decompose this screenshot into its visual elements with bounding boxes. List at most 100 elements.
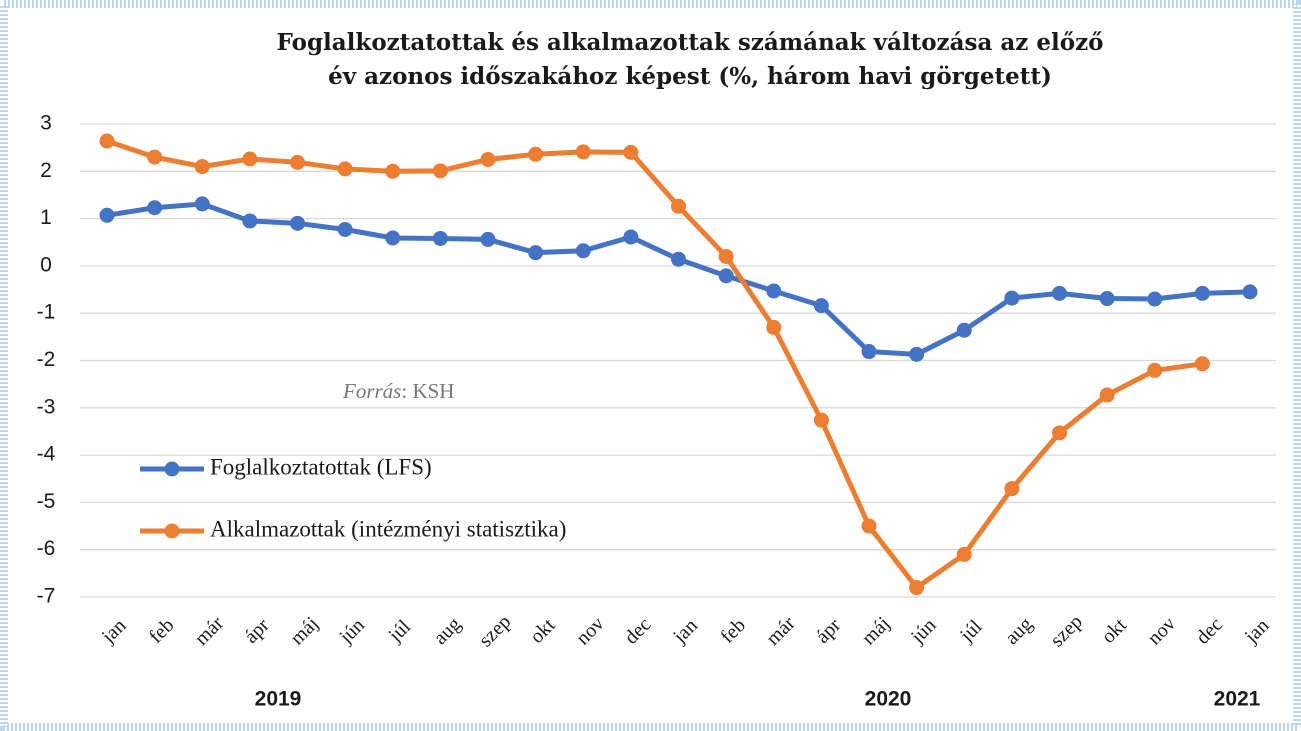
marker	[528, 245, 544, 261]
source-label: Forrás	[342, 379, 401, 403]
marker	[671, 198, 686, 214]
y-tick-label: 2	[40, 159, 52, 182]
marker	[242, 213, 258, 229]
marker	[147, 149, 163, 165]
y-tick-label: -4	[37, 443, 56, 466]
source: Forrás: KSH	[342, 379, 454, 403]
legend-label: Foglalkoztatottak (LFS)	[210, 454, 432, 479]
source-text: : KSH	[401, 379, 454, 403]
marker	[99, 207, 115, 223]
x-tick-label: okt	[1097, 614, 1131, 648]
year-label: 2019	[255, 688, 302, 711]
marker	[1147, 362, 1163, 378]
marker	[718, 248, 734, 264]
x-tick-label: jan	[668, 615, 702, 649]
series-line	[106, 138, 1203, 591]
marker	[385, 163, 401, 179]
marker	[290, 215, 305, 231]
y-tick-label: -2	[37, 348, 56, 371]
x-tick-label: jún	[906, 614, 940, 648]
legend-marker	[164, 461, 180, 477]
marker	[909, 580, 925, 596]
x-tick-label: aug	[1001, 613, 1037, 649]
marker	[909, 346, 925, 362]
y-tick-label: 3	[40, 112, 52, 135]
marker	[337, 161, 353, 177]
x-tick-label: aug	[429, 613, 465, 649]
x-tick-label: jún	[335, 614, 369, 648]
marker	[1004, 290, 1020, 306]
y-tick-label: -1	[37, 301, 56, 324]
x-tick-label: szep	[1046, 611, 1087, 652]
x-tick-label: máj	[858, 613, 895, 650]
x-tick-label: szep	[475, 611, 516, 652]
x-tick-label: máj	[286, 613, 323, 650]
x-tick-label: már	[762, 612, 800, 650]
marker	[861, 344, 877, 360]
marker	[337, 221, 353, 237]
x-tick-label: júl	[384, 615, 416, 647]
chart-title: Foglalkoztatottak és alkalmazottak számá…	[277, 29, 1104, 56]
x-tick-label: dec	[620, 613, 655, 648]
marker	[385, 230, 401, 246]
marker	[1147, 291, 1163, 307]
x-tick-label: feb	[145, 614, 179, 648]
marker	[480, 151, 496, 167]
x-tick-label: júl	[955, 615, 987, 647]
marker	[99, 133, 115, 149]
x-tick-label: ápr	[240, 614, 274, 648]
marker	[1194, 285, 1210, 301]
year-label: 2021	[1214, 688, 1261, 711]
y-tick-label: -3	[37, 395, 56, 418]
marker	[1194, 356, 1210, 372]
y-tick-label: -7	[37, 585, 56, 608]
marker	[575, 243, 591, 259]
marker	[147, 200, 163, 216]
marker	[1004, 481, 1020, 497]
chart-title: év azonos időszakához képest (%, három h…	[328, 63, 1052, 90]
marker	[861, 518, 877, 534]
marker	[766, 283, 782, 299]
y-tick-label: 0	[40, 253, 52, 276]
marker	[956, 546, 972, 562]
marker	[718, 268, 734, 284]
x-tick-label: jan	[1240, 615, 1274, 649]
marker	[671, 251, 686, 267]
marker	[575, 144, 591, 160]
x-tick-label: feb	[716, 614, 750, 648]
marker	[528, 146, 544, 162]
x-tick-label: nov	[572, 613, 609, 650]
x-tick-label: okt	[526, 614, 560, 648]
marker	[623, 144, 639, 160]
x-tick-label: már	[190, 612, 228, 650]
marker	[1099, 387, 1115, 403]
legend-label: Alkalmazottak (intézményi statisztika)	[210, 516, 566, 541]
y-tick-label: -6	[37, 537, 56, 560]
marker	[1052, 425, 1067, 441]
y-tick-label: 1	[40, 206, 52, 229]
marker	[813, 298, 829, 314]
year-label: 2020	[865, 688, 912, 711]
series-line	[106, 201, 1251, 357]
marker	[480, 231, 496, 247]
marker	[290, 154, 305, 170]
marker	[432, 163, 448, 179]
marker	[1242, 284, 1258, 300]
marker	[432, 230, 448, 246]
y-tick-label: -5	[37, 490, 56, 513]
x-tick-label: dec	[1192, 613, 1227, 648]
marker	[194, 159, 210, 175]
legend-marker	[164, 523, 180, 539]
x-tick-label: jan	[97, 615, 131, 649]
marker	[623, 229, 639, 245]
marker	[1099, 291, 1115, 307]
marker	[766, 319, 782, 335]
grid	[80, 123, 1276, 598]
x-tick-label: nov	[1143, 613, 1180, 650]
marker	[813, 412, 829, 428]
marker	[956, 322, 972, 338]
x-tick-label: ápr	[812, 614, 846, 648]
marker	[1052, 285, 1067, 301]
